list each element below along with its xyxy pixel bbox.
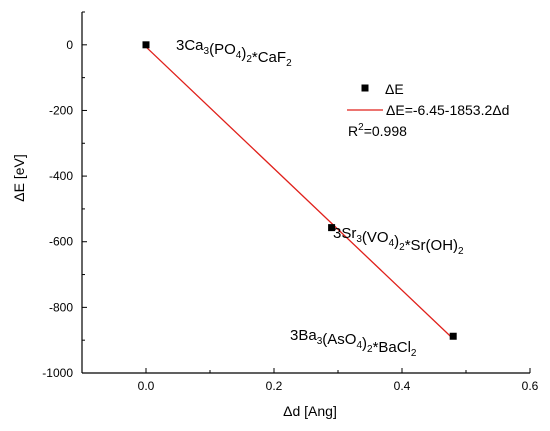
legend-label-fit: ΔE=-6.45-1853.2Δd (386, 102, 509, 118)
fit-line (145, 46, 454, 340)
data-point (328, 224, 336, 232)
data-point (142, 41, 150, 49)
r-squared-label: R2=0.998 (348, 122, 407, 139)
legend-label-data: ΔE (385, 81, 404, 97)
y-tick-label: -800 (49, 300, 73, 314)
point-annotation: 3Ca3(PO4)2*CaF2 (176, 37, 292, 69)
point-annotation: 3Ba3(AsO4)2*BaCl2 (290, 327, 417, 359)
y-tick-label: -1000 (42, 366, 73, 380)
x-tick-label: 0.6 (522, 379, 539, 393)
x-tick-label: 0.0 (138, 379, 155, 393)
x-tick-label: 0.4 (394, 379, 411, 393)
data-point (449, 332, 457, 340)
point-annotations: 3Ca3(PO4)2*CaF2 3Sr3(VO4)2*Sr(OH)2 3Ba3(As… (176, 37, 464, 359)
fit-line-layer (145, 46, 454, 340)
axis-ticks: 0.0 0.2 0.4 0.6 0 -200 -400 -600 -800 -1000 (42, 11, 539, 393)
data-points-layer (142, 41, 457, 340)
legend-marker-square (361, 84, 369, 92)
y-tick-label: -600 (49, 235, 73, 249)
point-annotation: 3Sr3(VO4)2*Sr(OH)2 (333, 225, 464, 257)
x-tick-label: 0.2 (266, 379, 283, 393)
y-tick-label: -400 (49, 169, 73, 183)
legend: ΔE ΔE=-6.45-1853.2Δd R2=0.998 (347, 81, 509, 139)
y-tick-label: -200 (49, 103, 73, 117)
y-axis-title: ΔE [eV] (11, 154, 27, 201)
y-tick-label: 0 (66, 38, 73, 52)
x-axis-title: Δd [Ang] (283, 403, 337, 419)
axes (81, 12, 530, 374)
